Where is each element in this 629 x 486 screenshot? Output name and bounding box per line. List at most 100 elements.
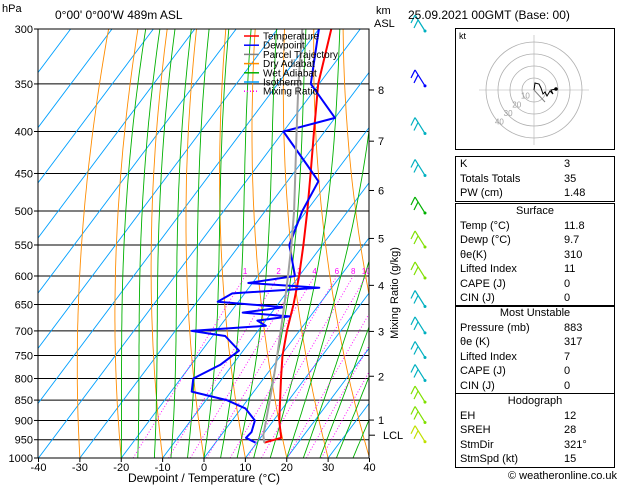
dry-adiabat-line <box>219 29 246 458</box>
surface-table: Surface Temp (°C) 11.8 Dewp (°C) 9.7 θe(K) 31… <box>455 203 615 307</box>
hodograph-stat-value: 28 <box>564 424 577 436</box>
pressure-tick-label: 750 <box>15 350 33 362</box>
hodograph-stat-row: EH 12 <box>456 409 614 424</box>
mixing-ratio-line <box>190 275 300 458</box>
legend-label: Dewpoint <box>263 41 305 52</box>
x-tick-label: 10 <box>239 462 251 474</box>
km-tick-label: 5 <box>378 233 384 245</box>
surface-value: 11.8 <box>564 219 585 232</box>
wind-barb <box>410 14 427 33</box>
parcel-trajectory-line <box>262 29 304 443</box>
x-tick-label: -40 <box>31 462 47 474</box>
surface-value: 0 <box>564 277 571 290</box>
mixing-ratio-line <box>286 312 369 458</box>
most-unstable-row: Pressure (mb) 883 <box>456 321 614 336</box>
wind-barb <box>410 196 427 215</box>
isotherm-line <box>162 182 369 458</box>
surface-row: Lifted Index 11 <box>456 262 614 277</box>
km-label: km <box>376 5 391 17</box>
surface-value: 9.7 <box>564 234 580 246</box>
dry-adiabat-line <box>185 29 205 458</box>
isotherm-line <box>38 29 71 74</box>
mixing-ratio-label: 8 <box>351 267 356 276</box>
pressure-tick-label: 500 <box>15 206 33 218</box>
pressure-tick-label: 1000 <box>9 453 33 465</box>
isotherm-line <box>38 29 196 239</box>
hodograph-stat-row: StmSpd (kt) 15 <box>456 452 614 467</box>
wet-adiabat-line <box>120 29 147 458</box>
wind-barb <box>410 117 427 136</box>
hodograph-stat-value: 12 <box>564 409 577 422</box>
dry-adiabat-line <box>342 29 369 297</box>
most-unstable-value: 883 <box>564 321 583 334</box>
wet-adiabat-line <box>269 29 341 458</box>
mixing-ratio-line <box>132 275 246 458</box>
most-unstable-label: θe (K) <box>460 336 490 348</box>
isotherm-line <box>79 71 369 458</box>
mixing-ratio-axis-title: Mixing Ratio (g/kg) <box>389 247 401 339</box>
wet-adiabat-line <box>203 29 230 458</box>
surface-label: CIN (J) <box>460 292 495 304</box>
legend-label: Dry Adiabat <box>263 59 315 70</box>
location-title: 0°00' 0°00'W 489m ASL <box>55 8 183 22</box>
x-tick-label: 40 <box>363 462 375 474</box>
surface-row: CAPE (J) 0 <box>456 277 614 292</box>
wind-barb <box>410 406 427 424</box>
surface-row: CIN (J) 0 <box>456 291 614 306</box>
copyright: © weatheronline.co.uk <box>507 470 617 482</box>
temperature-line <box>264 29 333 444</box>
surface-title: Surface <box>516 205 554 217</box>
mixing-ratio-line <box>260 275 367 458</box>
surface-value: 11 <box>564 263 576 275</box>
surface-value: 310 <box>564 248 583 261</box>
surface-label: CAPE (J) <box>460 277 506 290</box>
hodograph-end-marker <box>554 87 558 91</box>
mixing-ratio-label: 10 <box>362 267 371 276</box>
wind-barb <box>410 341 427 359</box>
surface-row: Temp (°C) 11.8 <box>456 219 614 234</box>
index-label: K <box>460 158 468 170</box>
x-tick-label: 30 <box>322 462 334 474</box>
wind-barb <box>410 69 427 88</box>
isotherm-line <box>203 237 369 458</box>
mixing-ratio-label: 2 <box>276 267 281 276</box>
isotherm-line <box>38 29 361 458</box>
most-unstable-label: CIN (J) <box>460 379 495 392</box>
wet-adiabat-line <box>220 29 252 458</box>
pressure-tick-label: 900 <box>15 415 33 427</box>
legend-label: Mixing Ratio <box>263 87 318 98</box>
hodograph-unit-label: kt <box>459 31 467 41</box>
axis-layer: 3003504004505005506006507007508008509009… <box>9 24 404 474</box>
background-lines: 1 2 3 4 6 8 10 15 20 25 <box>38 29 371 458</box>
hodograph-ring-label: 40 <box>495 118 504 127</box>
surface-label: Dewp (°C) <box>460 234 511 246</box>
wet-adiabat-line <box>187 29 210 458</box>
wet-adiabat-line <box>335 375 369 458</box>
x-tick-label: -20 <box>113 462 129 474</box>
pressure-tick-label: 400 <box>15 127 33 139</box>
dry-adiabat-line <box>150 29 168 458</box>
surface-label: Temp (°C) <box>460 219 510 232</box>
dry-adiabat-line <box>114 29 139 458</box>
km-tick-label: 2 <box>378 371 384 383</box>
most-unstable-value: 7 <box>564 350 571 363</box>
mixing-ratio-line <box>168 275 279 458</box>
km-tick-label: 7 <box>378 136 384 148</box>
surface-label: θe(K) <box>460 248 487 261</box>
wind-barbs <box>410 14 427 444</box>
x-tick-label: -10 <box>155 462 171 474</box>
hodograph-ring-label: 20 <box>512 100 521 109</box>
wet-adiabat-line <box>286 127 369 458</box>
mixing-ratio-line <box>321 371 369 458</box>
wet-adiabat-line <box>236 29 277 458</box>
legend-label: Wet Adiabat <box>263 68 317 79</box>
pressure-tick-label: 450 <box>15 168 33 180</box>
wind-barb <box>410 385 427 404</box>
most-unstable-title: Most Unstable <box>499 307 571 319</box>
hodograph-stat-value: 321° <box>564 438 587 451</box>
